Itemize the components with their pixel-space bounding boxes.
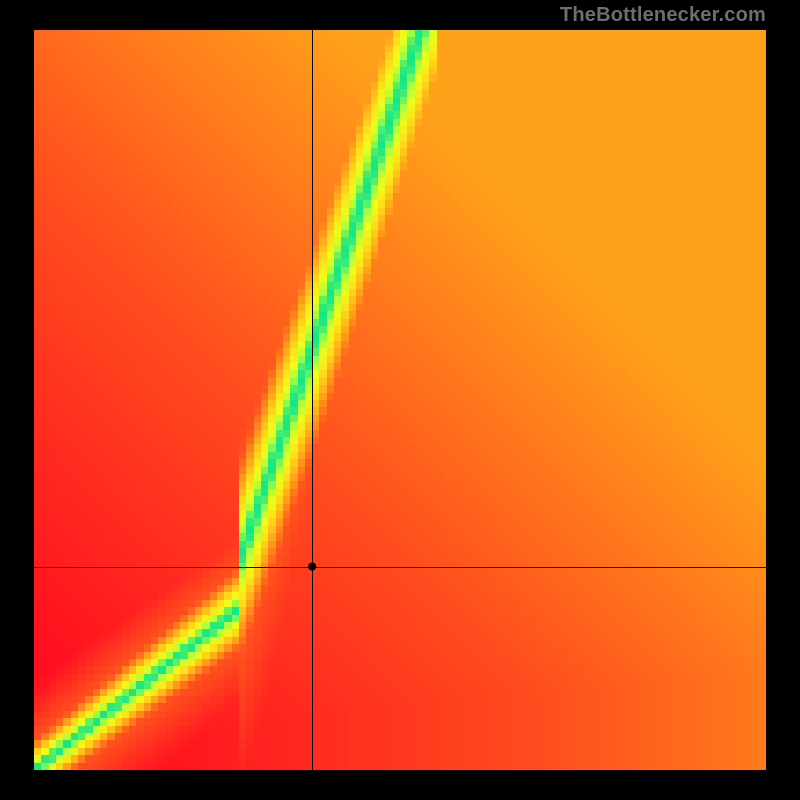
bottleneck-heatmap: [34, 30, 766, 770]
attribution-label: TheBottlenecker.com: [560, 4, 766, 27]
chart-container: { "attribution": { "text": "TheBottlenec…: [0, 0, 800, 800]
